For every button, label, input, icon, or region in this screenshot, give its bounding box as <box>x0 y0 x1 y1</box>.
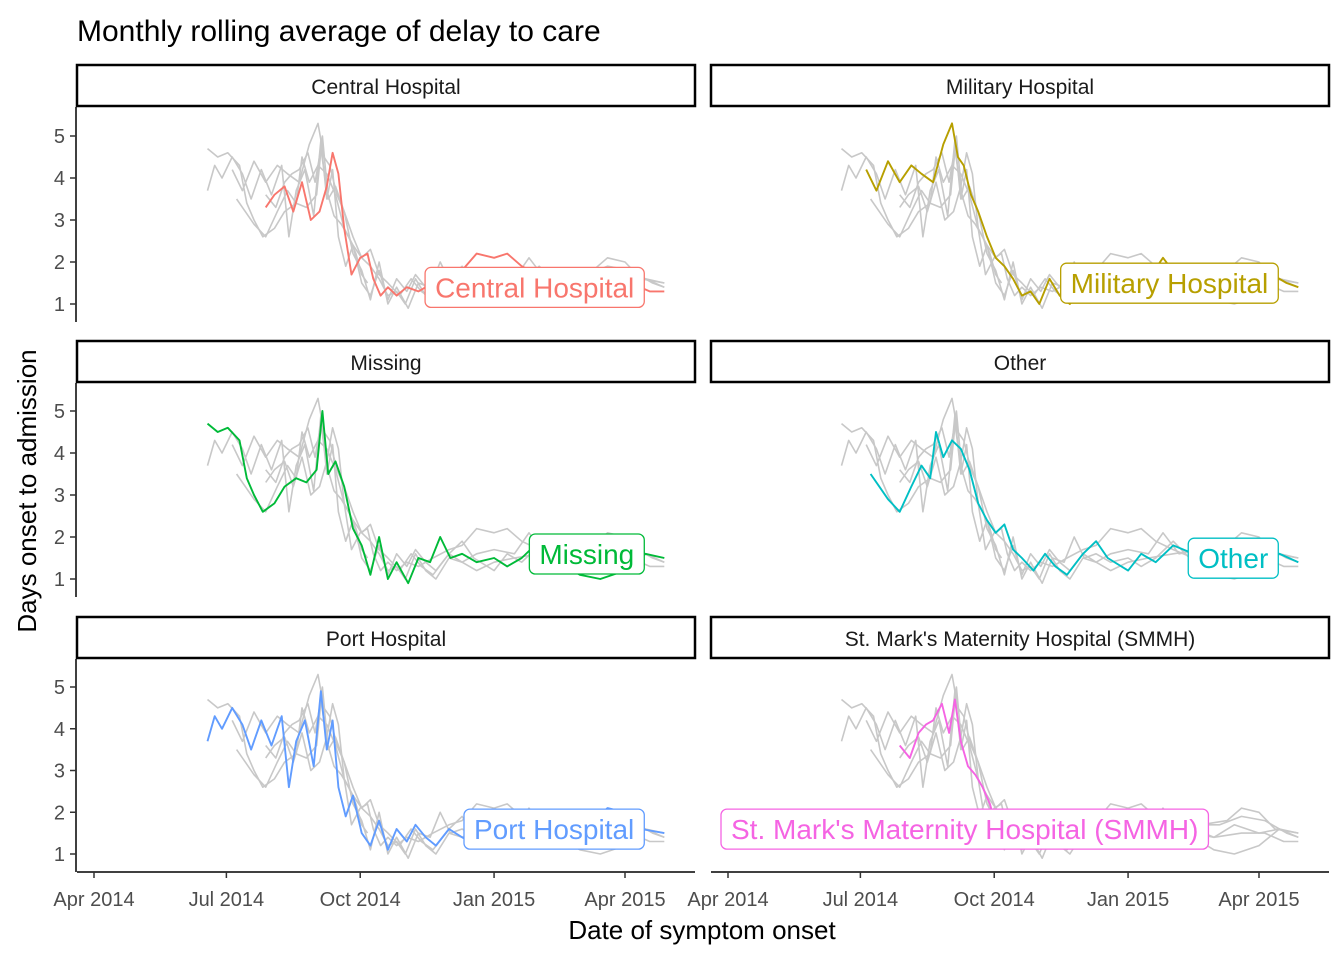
background-series-line <box>265 147 369 284</box>
strip-box <box>709 615 1331 660</box>
panel-military-hospital: Military Hospital Military Hospital <box>709 63 1331 310</box>
x-tick-label: Jul 2014 <box>189 889 265 911</box>
x-tick-label: Jan 2015 <box>1087 889 1169 911</box>
y-tick-label: 4 <box>54 719 65 741</box>
strip-label: Port Hospital <box>326 628 446 651</box>
strip-box <box>75 615 697 660</box>
series-line-st-mark-s-maternity-hospital-smmh <box>898 698 1003 834</box>
background-series-line <box>206 414 665 576</box>
series-label-box <box>1187 537 1279 579</box>
x-tick-label: Oct 2014 <box>954 889 1035 911</box>
strip-box <box>75 63 697 108</box>
strip-label: Military Hospital <box>946 76 1094 99</box>
background-series-line <box>840 414 1299 576</box>
series-label-box <box>463 808 645 850</box>
x-tick-label: Apr 2014 <box>53 889 134 911</box>
strip-label: St. Mark's Maternity Hospital (SMMH) <box>845 628 1196 651</box>
x-tick-label: Apr 2015 <box>1218 889 1299 911</box>
series-line-other <box>869 431 1299 576</box>
y-tick-label: 1 <box>54 844 65 866</box>
y-tick-label: 4 <box>54 168 65 190</box>
series-label-st-mark-s-maternity-hospital-smmh: St. Mark's Maternity Hospital (SMMH) <box>731 814 1198 845</box>
y-tick-label: 5 <box>54 401 65 423</box>
strip-label: Central Hospital <box>311 76 460 99</box>
x-tick-label: Apr 2014 <box>687 889 768 911</box>
x-tick-label: Jan 2015 <box>453 889 535 911</box>
strip-box <box>75 339 697 384</box>
series-label-other: Other <box>1198 543 1268 574</box>
y-tick-label: 2 <box>54 252 65 274</box>
series-label-box <box>1060 262 1279 304</box>
facet-panels: Central Hospital Central Hospital 1 2 3 4 5 Mil… <box>53 63 1331 911</box>
y-tick-label: 2 <box>54 527 65 549</box>
y-axis-title: Days onset to admission <box>12 349 42 632</box>
series-label-box <box>528 533 645 575</box>
x-axis-title: Date of symptom onset <box>568 915 836 945</box>
series-label-port-hospital: Port Hospital <box>474 814 634 845</box>
series-label-box <box>424 266 645 309</box>
y-tick-label: 1 <box>54 294 65 316</box>
panel-st-mark-s-maternity-hospital-smmh: St. Mark's Maternity Hospital (SMMH) St. … <box>687 615 1331 911</box>
series-label-missing: Missing <box>539 539 634 570</box>
background-series-line <box>899 422 1003 559</box>
background-series-line <box>899 147 1003 284</box>
y-tick-label: 3 <box>54 485 65 507</box>
strip-label: Missing <box>350 352 421 375</box>
x-tick-label: Oct 2014 <box>320 889 401 911</box>
y-tick-label: 4 <box>54 443 65 465</box>
y-tick-label: 3 <box>54 761 65 783</box>
chart-title: Monthly rolling average of delay to care <box>77 15 601 48</box>
strip-box <box>709 63 1331 108</box>
panel-port-hospital: Port Hospital Port Hospital 1 2 3 4 5 Apr 2014 J… <box>53 615 697 911</box>
strip-box <box>709 339 1331 384</box>
y-tick-label: 2 <box>54 802 65 824</box>
panel-other: Other Other <box>709 339 1331 585</box>
y-tick-label: 5 <box>54 677 65 699</box>
series-label-box <box>720 808 1210 850</box>
strip-label: Other <box>994 352 1047 375</box>
y-tick-label: 5 <box>54 126 65 148</box>
y-tick-label: 3 <box>54 210 65 232</box>
panel-central-hospital: Central Hospital Central Hospital 1 2 3 4 5 <box>54 63 697 322</box>
background-series-line <box>899 426 1299 572</box>
x-tick-label: Apr 2015 <box>584 889 665 911</box>
series-label-military-hospital: Military Hospital <box>1071 268 1269 299</box>
x-tick-label: Jul 2014 <box>823 889 899 911</box>
series-label-central-hospital: Central Hospital <box>435 272 634 303</box>
y-tick-label: 1 <box>54 569 65 591</box>
panel-missing: Missing Missing 1 2 3 4 5 <box>54 339 697 597</box>
